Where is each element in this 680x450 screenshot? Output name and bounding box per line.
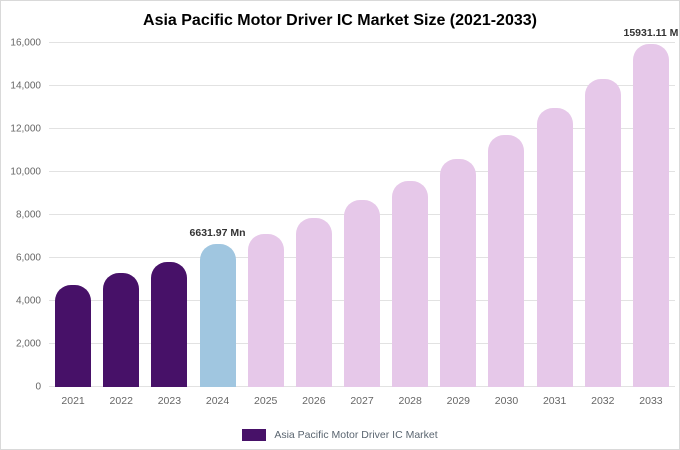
bar-column bbox=[531, 43, 579, 387]
bar-column bbox=[145, 43, 193, 387]
x-tick-label: 2029 bbox=[446, 395, 470, 407]
x-tick-label: 2033 bbox=[639, 395, 663, 407]
bar-2027 bbox=[344, 200, 381, 387]
bar-column bbox=[49, 43, 97, 387]
legend-swatch bbox=[242, 429, 267, 441]
y-tick-label: 14,000 bbox=[10, 80, 41, 92]
bar-2029 bbox=[440, 159, 477, 387]
x-tick-label: 2032 bbox=[591, 395, 615, 407]
y-tick-label: 8,000 bbox=[15, 209, 41, 221]
bar-2030 bbox=[488, 135, 525, 387]
x-tick-label: 2024 bbox=[205, 395, 230, 407]
x-axis-labels: 2021 2022 2023 2024 2025 2026 2027 2028 2029 2030… bbox=[49, 395, 675, 411]
bar-value-label: 15931.11 M bbox=[623, 27, 679, 40]
bar-column bbox=[579, 43, 627, 387]
legend-label: Asia Pacific Motor Driver IC Market bbox=[274, 429, 438, 441]
bar-column: 6631.97 Mn bbox=[190, 43, 246, 387]
x-tick-label: 2028 bbox=[398, 395, 422, 407]
bar-2023 bbox=[151, 261, 188, 387]
y-tick-label: 10,000 bbox=[10, 166, 41, 178]
bar-2031 bbox=[536, 108, 573, 387]
bar-column bbox=[386, 43, 434, 387]
bar-2033 bbox=[632, 44, 669, 387]
bar-2026 bbox=[295, 217, 332, 387]
bar-column bbox=[434, 43, 482, 387]
x-tick-label: 2031 bbox=[542, 395, 567, 407]
bar-value-label: 6631.97 Mn bbox=[189, 227, 246, 240]
bar-column bbox=[97, 43, 145, 387]
bar-2032 bbox=[584, 79, 621, 387]
y-axis-labels: 0 2,000 4,000 6,000 8,000 10,000 12,000 14,000 1… bbox=[7, 38, 49, 393]
y-tick-label: 12,000 bbox=[10, 123, 41, 135]
x-tick-label: 2030 bbox=[494, 395, 519, 407]
gridline bbox=[49, 171, 675, 172]
bar-column bbox=[290, 43, 338, 387]
y-tick-label: 16,000 bbox=[10, 37, 41, 49]
gridline bbox=[49, 85, 675, 86]
bar-2025 bbox=[247, 234, 284, 387]
bar-column bbox=[242, 43, 290, 387]
bar-column: 15931.11 M bbox=[624, 27, 678, 387]
chart-legend: Asia Pacific Motor Driver IC Market bbox=[1, 429, 679, 441]
y-tick-label: 2,000 bbox=[15, 338, 41, 350]
chart-title: Asia Pacific Motor Driver IC Market Size… bbox=[143, 12, 537, 29]
x-tick-label: 2027 bbox=[350, 395, 374, 407]
gridline bbox=[49, 128, 675, 129]
x-tick-label: 2026 bbox=[302, 395, 326, 407]
bar-chart: 0 2,000 4,000 6,000 8,000 10,000 12,000 14,000 1… bbox=[7, 27, 678, 393]
x-tick-label: 2025 bbox=[254, 395, 278, 407]
x-tick-label: 2022 bbox=[109, 395, 133, 407]
y-tick-label: 0 bbox=[35, 381, 41, 393]
bar-column bbox=[482, 43, 530, 387]
bar-2021 bbox=[55, 284, 92, 387]
y-tick-label: 4,000 bbox=[15, 295, 41, 307]
bar-column bbox=[338, 43, 386, 387]
x-tick-label: 2021 bbox=[61, 395, 85, 407]
plot-area: 6631.97 Mn 15931.11 M bbox=[49, 27, 678, 387]
bar-2022 bbox=[103, 272, 140, 387]
y-tick-label: 6,000 bbox=[15, 252, 41, 264]
gridline bbox=[49, 42, 675, 43]
x-tick-label: 2023 bbox=[157, 395, 182, 407]
bar-2028 bbox=[392, 181, 429, 387]
bar-2024 bbox=[199, 244, 236, 387]
bars: 6631.97 Mn 15931.11 M bbox=[49, 27, 678, 387]
